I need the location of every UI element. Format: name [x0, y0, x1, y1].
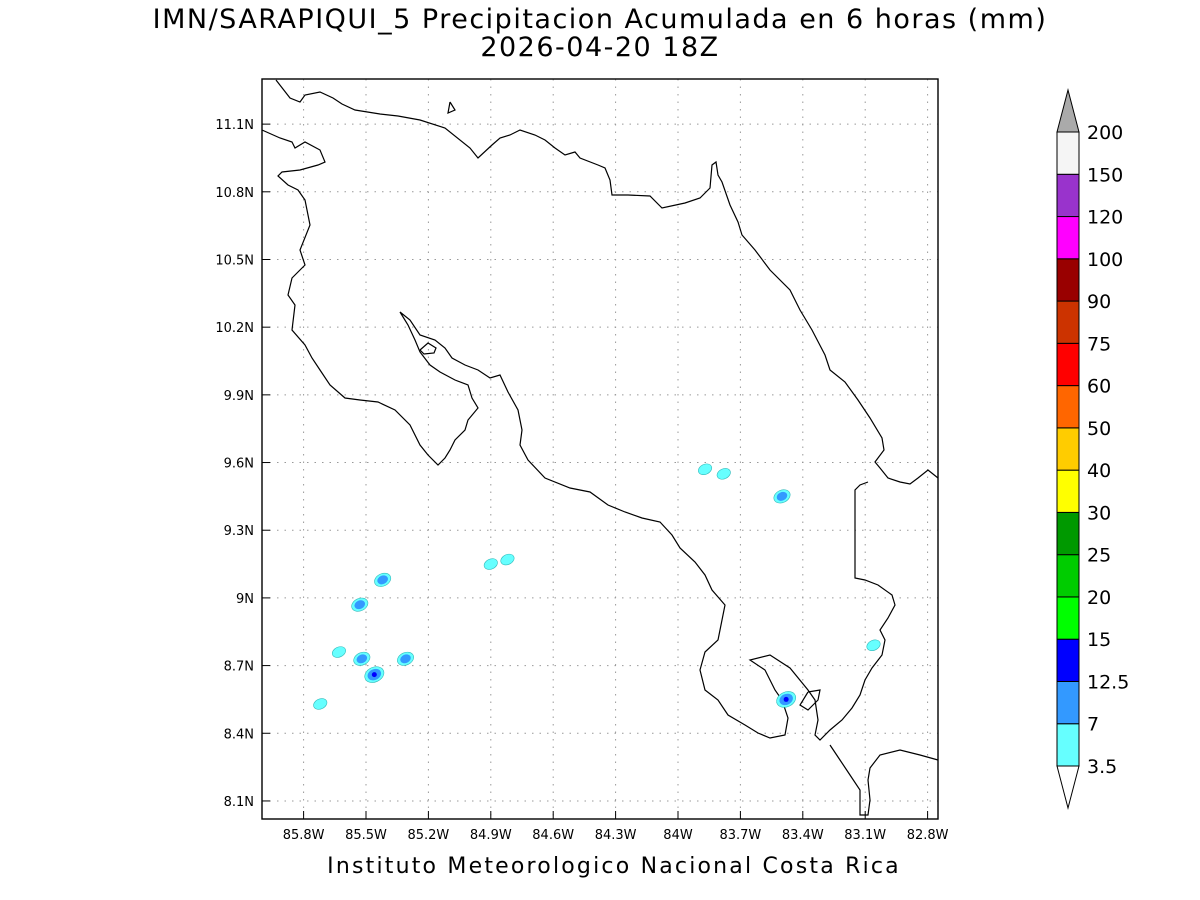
precip-contour-outer: [716, 468, 731, 480]
precip-contour-outer: [483, 558, 498, 570]
coastline: [261, 79, 939, 816]
precip-cell: [776, 691, 797, 708]
colorbar-swatch: [1056, 427, 1080, 471]
colorbar-label: 75: [1087, 333, 1111, 355]
x-tick-label: 83.1W: [844, 828, 886, 843]
precip-cell: [773, 489, 791, 504]
precip-cell: [374, 572, 392, 587]
colorbar-swatch: [1056, 596, 1080, 640]
x-tick-label: 83.7W: [719, 828, 761, 843]
colorbar-label: 40: [1087, 460, 1111, 482]
colorbar-label: 15: [1087, 629, 1111, 651]
map-axes: 85.8W 85.5W 85.2W 84.9W 84.6W 84.3W 84W 83.7W 83…: [215, 118, 948, 843]
precip-cell: [313, 698, 328, 710]
map-frame: [261, 78, 939, 820]
colorbar-swatch: [1056, 554, 1080, 598]
colorbar-swatch: [1056, 173, 1080, 218]
nicoya-island: [419, 342, 437, 355]
x-tick-label: 83.4W: [782, 828, 824, 843]
colorbar-swatch: [1056, 258, 1080, 302]
map-gridlines: [262, 79, 938, 819]
colorbar-legend: 3.5 7 12.5 15 20 25 30 40 50 60 75 90 100 120 150 200: [1056, 88, 1129, 810]
coastline-nicoya: [261, 129, 896, 741]
x-tick-label: 84.3W: [595, 828, 637, 843]
colorbar-label: 25: [1087, 545, 1111, 567]
precip-contour-mid: [400, 654, 411, 664]
precipitation-contours: [313, 463, 881, 710]
colorbar-max-arrow: [1056, 88, 1080, 133]
precip-contour-outer: [866, 639, 881, 651]
precip-cell: [397, 651, 414, 666]
x-tick-label: 85.5W: [345, 828, 387, 843]
precip-contour-mid: [354, 600, 366, 610]
colorbar-swatch: [1056, 469, 1080, 513]
precip-contour-outer: [500, 553, 515, 566]
colorbar-swatch: [1056, 511, 1080, 556]
colorbar-swatch: [1056, 680, 1080, 725]
y-tick-label: 9.3N: [224, 524, 254, 539]
colorbar-swatch: [1056, 131, 1080, 175]
x-tick-label: 84.6W: [532, 828, 574, 843]
colorbar-label: 3.5: [1087, 756, 1117, 778]
precip-contour-outer: [331, 646, 346, 658]
colorbar-label: 20: [1087, 587, 1111, 609]
colorbar-swatch: [1056, 638, 1080, 682]
y-tick-label: 8.4N: [224, 727, 254, 742]
precip-contour-outer: [698, 463, 713, 476]
x-tick-label: 85.2W: [407, 828, 449, 843]
precip-contour-mid: [377, 575, 388, 585]
x-tick-label: 85.8W: [283, 828, 325, 843]
colorbar-label: 200: [1087, 122, 1123, 144]
y-tick-label: 11.1N: [215, 118, 254, 133]
y-tick-label: 9N: [236, 592, 254, 607]
colorbar-label: 60: [1087, 376, 1111, 398]
lake-island: [447, 101, 456, 114]
map-subtitle-datetime: 2026-04-20 18Z: [480, 32, 720, 63]
precip-contour-outer: [313, 698, 328, 710]
y-tick-label: 9.9N: [224, 389, 254, 404]
x-tick-label: 84.9W: [470, 828, 512, 843]
precip-contour-mid: [776, 491, 788, 501]
colorbar-label: 12.5: [1087, 671, 1129, 693]
precip-cell: [866, 639, 881, 651]
precip-cell: [364, 666, 385, 683]
colorbar-swatch: [1056, 300, 1080, 344]
precip-cell: [353, 651, 371, 666]
map-title: IMN/SARAPIQUI_5 Precipitacion Acumulada …: [152, 4, 1048, 35]
colorbar-label: 100: [1087, 249, 1123, 271]
colorbar-swatch: [1056, 385, 1080, 429]
precip-contour-core: [371, 672, 377, 678]
precip-cell: [331, 646, 346, 658]
precip-cell: [500, 553, 515, 566]
colorbar-swatch: [1056, 342, 1080, 387]
y-tick-label: 10.8N: [215, 186, 254, 201]
colorbar-min-arrow: [1056, 765, 1080, 810]
y-tick-label: 9.6N: [224, 457, 254, 472]
coastline-osa: [799, 689, 821, 711]
colorbar-swatch: [1056, 723, 1080, 767]
x-tick-label: 82.8W: [907, 828, 949, 843]
coastline-main: [275, 79, 939, 485]
precip-contour-mid: [356, 654, 368, 664]
colorbar-label: 30: [1087, 502, 1111, 524]
y-tick-label: 10.2N: [215, 321, 254, 336]
precip-contour-core: [783, 696, 789, 702]
colorbar-swatch: [1056, 216, 1080, 260]
coastline-burica: [829, 744, 939, 816]
precip-cell: [483, 558, 498, 570]
y-tick-label: 8.7N: [224, 660, 254, 675]
precip-cell: [716, 468, 731, 480]
colorbar-label: 120: [1087, 207, 1123, 229]
colorbar-label: 150: [1087, 164, 1123, 186]
precip-cell: [351, 597, 369, 612]
precip-cell: [698, 463, 713, 476]
y-tick-label: 10.5N: [215, 253, 254, 268]
colorbar-label: 90: [1087, 291, 1111, 313]
colorbar-label: 7: [1087, 714, 1099, 736]
y-tick-label: 8.1N: [224, 795, 254, 810]
footer-credit: Instituto Meteorologico Nacional Costa R…: [327, 854, 901, 879]
x-tick-label: 84W: [663, 828, 693, 843]
colorbar-label: 50: [1087, 418, 1111, 440]
